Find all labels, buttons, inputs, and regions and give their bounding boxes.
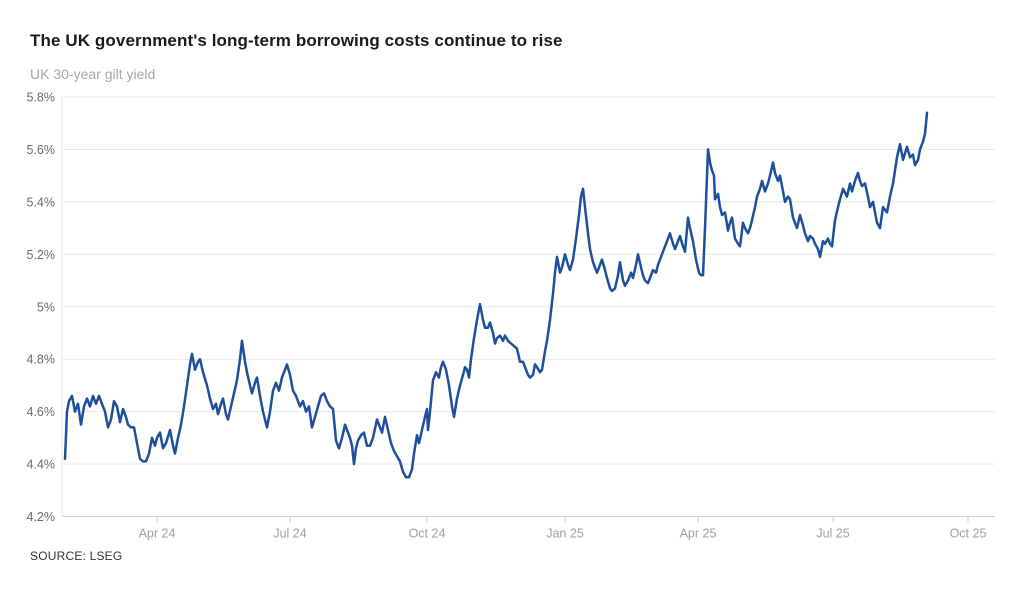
- chart-subtitle: UK 30-year gilt yield: [30, 66, 156, 82]
- y-axis-tick-label: 5.6%: [27, 143, 56, 157]
- x-axis-tick-label: Apr 24: [139, 527, 176, 541]
- y-axis-labels: 5.8% 5.6% 5.4% 5.2% 5% 4.8% 4.6% 4.4% 4.2%: [27, 91, 56, 525]
- y-axis-tick-label: 4.8%: [27, 353, 56, 367]
- x-axis-tick-label: Jul 24: [273, 527, 306, 541]
- y-axis-tick-label: 4.4%: [27, 458, 56, 472]
- yield-line-series: [63, 111, 929, 479]
- y-axis-tick-label: 5%: [37, 300, 55, 314]
- x-axis-tick-label: Jan 25: [546, 527, 584, 541]
- gilt-yield-line: [63, 111, 929, 479]
- gridlines: [62, 96, 995, 517]
- y-axis-tick-label: 5.4%: [27, 195, 56, 209]
- x-axis-tick-label: Apr 25: [680, 527, 717, 541]
- x-axis-labels: Apr 24 Jul 24 Oct 24 Jan 25 Apr 25 Jul 25 Oct …: [139, 516, 987, 541]
- x-axis-tick-label: Jul 25: [816, 527, 849, 541]
- x-axis-tick-label: Oct 25: [950, 527, 987, 541]
- chart-title: The UK government's long-term borrowing …: [30, 31, 563, 50]
- source-credit: SOURCE: LSEG: [30, 549, 123, 563]
- x-axis-tick-label: Oct 24: [409, 527, 446, 541]
- y-axis-tick-label: 4.6%: [27, 405, 56, 419]
- y-axis-tick-label: 5.8%: [27, 91, 56, 105]
- y-axis-tick-label: 4.2%: [27, 510, 56, 524]
- y-axis-tick-label: 5.2%: [27, 248, 56, 262]
